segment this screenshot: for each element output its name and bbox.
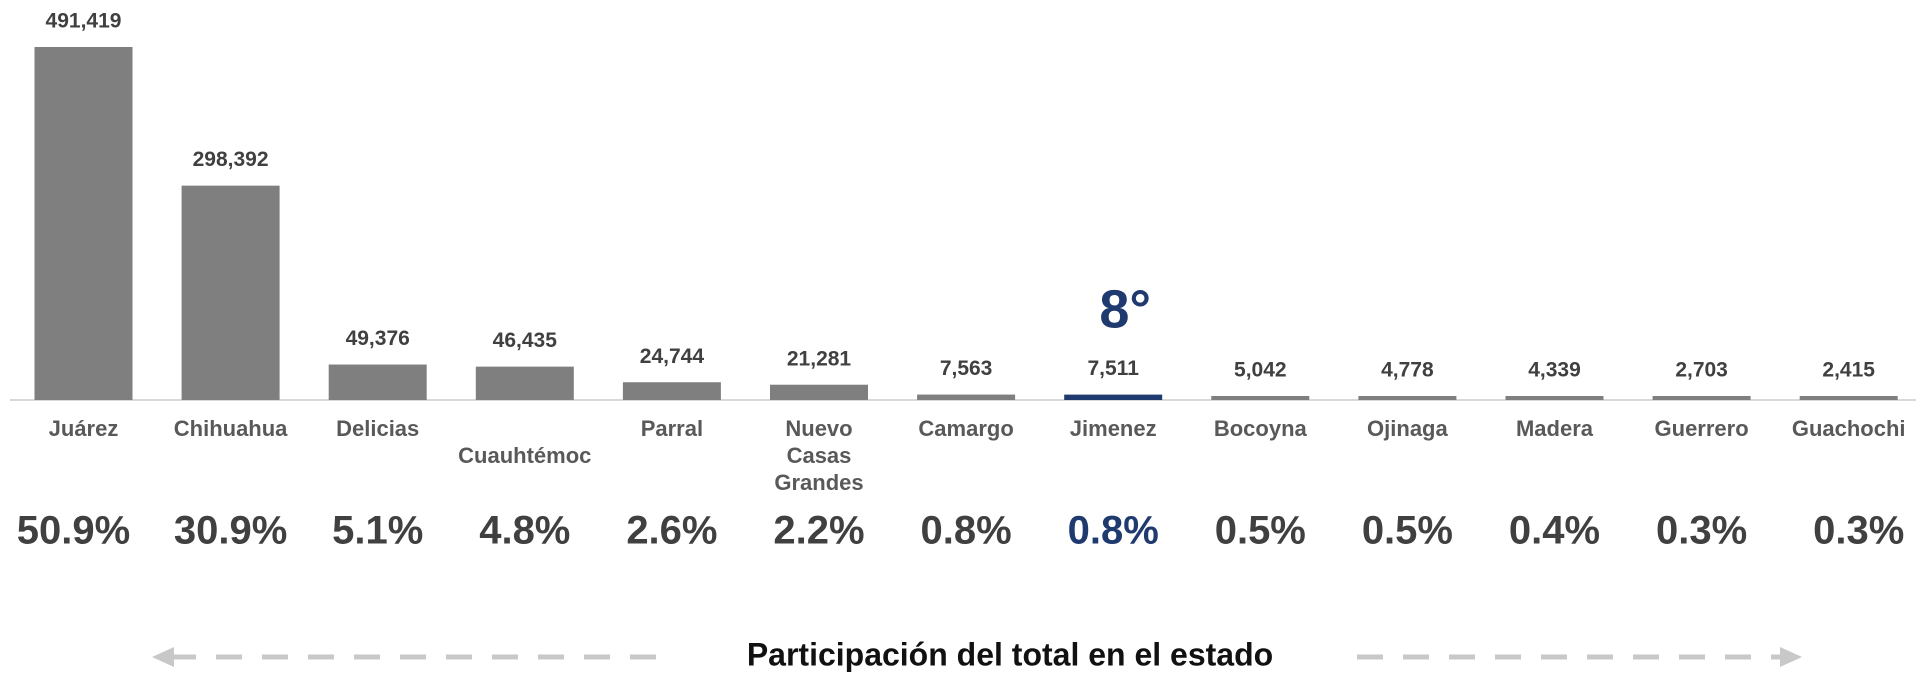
x-tick-label: Nuevo Casas Grandes (774, 416, 863, 495)
value-label: 2,703 (1675, 359, 1728, 382)
share-label: 5.1% (332, 509, 423, 553)
x-tick-label: Cuauhtémoc (458, 443, 591, 468)
x-tick-label: Delicias (336, 416, 419, 441)
x-tick-label: Guachochi (1792, 416, 1906, 441)
x-tick-label: Juárez (49, 416, 119, 441)
left-arrow (152, 647, 660, 667)
rank-annotation: 8° (1099, 279, 1151, 339)
value-label: 46,435 (493, 329, 558, 352)
bar (1064, 394, 1163, 400)
x-tick-label: Chihuahua (174, 416, 288, 441)
footer: Participación del total en el estado (747, 636, 1273, 672)
share-label: 2.2% (773, 509, 864, 553)
value-label: 5,042 (1234, 359, 1287, 382)
value-label: 24,744 (640, 345, 705, 368)
x-tick-label: Parral (641, 416, 703, 441)
value-label: 4,339 (1528, 359, 1581, 382)
value-label: 21,281 (787, 347, 852, 370)
bar (1358, 396, 1457, 400)
bar (917, 394, 1016, 400)
bar (34, 47, 133, 400)
bar (1505, 396, 1604, 400)
share-label: 0.5% (1362, 509, 1453, 553)
bar (622, 382, 721, 400)
bar (1799, 396, 1898, 400)
value-label: 7,511 (1087, 357, 1139, 380)
share-label: 0.8% (1068, 509, 1159, 553)
value-label: 4,778 (1381, 359, 1434, 382)
bar (1652, 396, 1751, 400)
share-label: 50.9% (17, 509, 130, 553)
share-label: 0.8% (921, 509, 1012, 553)
x-tick-label: Jimenez (1070, 416, 1157, 441)
bar (475, 366, 574, 400)
value-label: 7,563 (940, 357, 993, 380)
value-label: 491,419 (46, 10, 122, 33)
value-label: 298,392 (193, 148, 269, 171)
share-label: 0.3% (1813, 509, 1904, 553)
share-label: 4.8% (479, 509, 570, 553)
x-tick-label: Ojinaga (1367, 416, 1448, 441)
bar (1211, 396, 1310, 400)
x-tick-label: Camargo (918, 416, 1013, 441)
value-label: 49,376 (346, 327, 410, 350)
x-tick-label: Guerrero (1655, 416, 1749, 441)
share-label: 0.5% (1215, 509, 1306, 553)
right-arrow (1357, 647, 1802, 667)
bar (328, 364, 427, 400)
bar (770, 384, 868, 400)
x-tick-label: Bocoyna (1214, 416, 1308, 441)
value-label: 2,415 (1822, 359, 1875, 382)
share-label: 2.6% (626, 509, 717, 553)
bar (181, 185, 280, 400)
x-tick-label: Madera (1516, 416, 1594, 441)
share-label: 0.4% (1509, 509, 1600, 553)
share-label: 30.9% (174, 509, 287, 553)
share-label: 0.3% (1656, 509, 1747, 553)
